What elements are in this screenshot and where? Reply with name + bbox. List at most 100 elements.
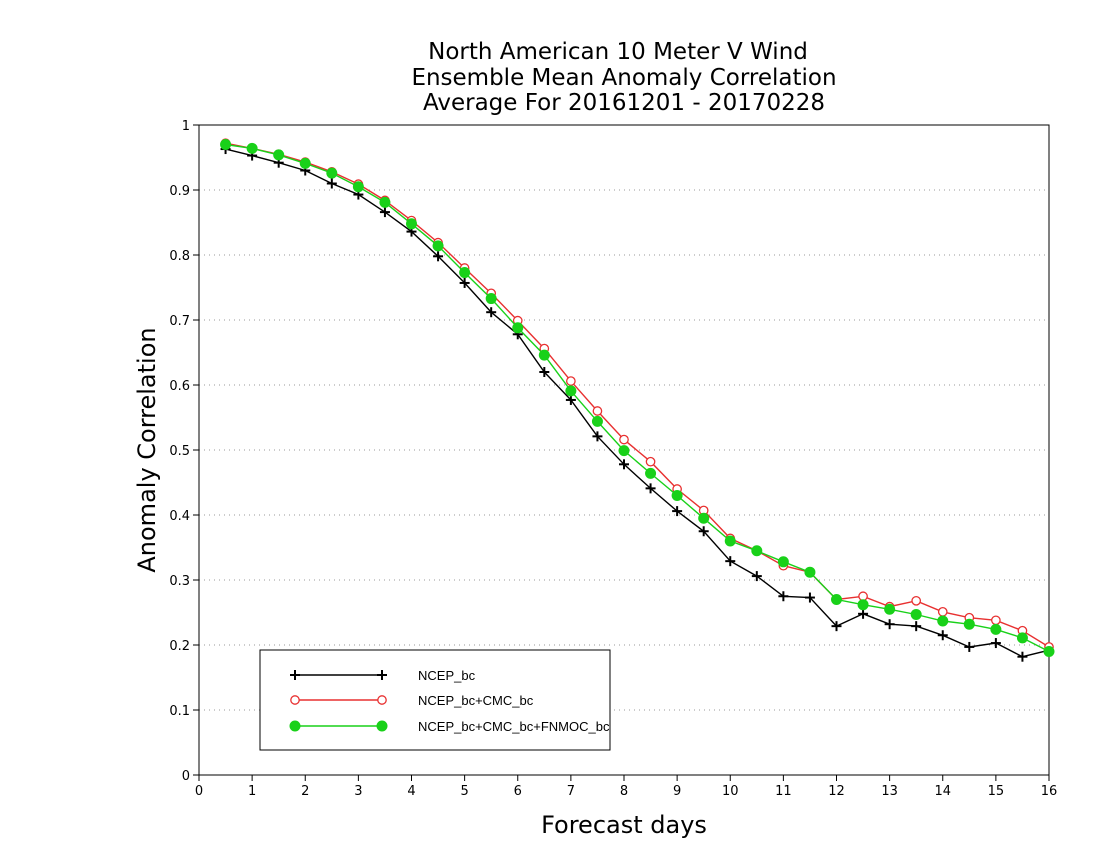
x-tick-label: 0	[195, 784, 203, 799]
data-point	[991, 615, 1001, 626]
x-tick-label: 11	[775, 784, 792, 799]
data-point	[645, 467, 657, 479]
x-tick-label: 12	[828, 784, 845, 799]
data-point	[592, 431, 603, 442]
legend-marker	[290, 695, 300, 705]
data-point	[937, 615, 949, 627]
data-point	[379, 196, 391, 208]
x-tick-label: 3	[354, 784, 362, 799]
legend-marker	[376, 720, 388, 732]
data-point	[565, 385, 577, 397]
data-point	[937, 606, 948, 617]
legend: NCEP_bc NCEP_bc+CMC_bc NCEP_bc+CMC_bc+FNMO…	[259, 649, 611, 751]
data-point	[352, 181, 364, 193]
title-line-1: North American 10 Meter V Wind	[428, 39, 808, 65]
y-tick-label: 0.4	[169, 509, 190, 524]
legend-marker	[377, 695, 387, 705]
data-point	[911, 595, 922, 606]
series-2	[220, 138, 1054, 652]
legend-label: NCEP_bc+CMC_bc+FNMOC_bc	[418, 719, 610, 734]
data-point	[326, 167, 338, 179]
x-tick-label: 13	[881, 784, 898, 799]
x-axis: 0 1 2 3 4 5 6 7 8 9 10 11 12 13 14 15 16	[195, 775, 1057, 799]
series-lines	[220, 138, 1055, 662]
y-tick-label: 1	[182, 119, 190, 134]
data-point	[459, 267, 471, 279]
data-point	[406, 218, 417, 230]
data-point	[964, 641, 975, 652]
legend-label: NCEP_bc	[418, 668, 476, 683]
data-point	[591, 415, 603, 427]
data-point	[884, 619, 895, 630]
data-point	[246, 142, 258, 154]
x-tick-label: 5	[460, 784, 468, 799]
y-tick-label: 0	[182, 769, 190, 784]
data-point	[698, 512, 710, 524]
legend-entry: NCEP_bc+CMC_bc+FNMOC_bc	[289, 719, 610, 734]
legend-marker	[289, 720, 301, 732]
legend-entry: NCEP_bc+CMC_bc	[290, 693, 534, 708]
data-point	[512, 322, 524, 334]
x-tick-label: 4	[407, 784, 415, 799]
series-3	[220, 139, 1055, 657]
data-point	[725, 556, 736, 567]
data-point	[619, 459, 629, 470]
data-point	[831, 594, 842, 605]
data-point	[858, 591, 868, 602]
data-point	[592, 406, 603, 416]
data-point	[804, 592, 815, 603]
data-point	[433, 251, 444, 262]
data-point	[619, 434, 629, 445]
y-axis: 0 0.1 0.2 0.3 0.4 0.5 0.6 0.7 0.8 0.9 1	[169, 119, 199, 784]
y-tick-label: 0.2	[169, 639, 190, 654]
data-point	[910, 608, 922, 620]
data-point	[220, 139, 232, 150]
series-1	[220, 144, 1054, 662]
y-tick-label: 0.6	[169, 379, 190, 394]
chart-title: North American 10 Meter V Wind Ensemble …	[411, 39, 836, 116]
data-point	[778, 591, 789, 602]
data-point	[672, 506, 683, 517]
y-tick-label: 0.3	[169, 574, 190, 589]
data-point	[911, 621, 922, 632]
data-point	[963, 618, 975, 630]
data-point	[751, 545, 763, 557]
data-point	[299, 157, 311, 169]
data-point	[432, 240, 444, 252]
x-tick-label: 2	[301, 784, 309, 799]
title-line-3: Average For 20161201 - 20170228	[423, 90, 825, 116]
y-tick-label: 0.5	[169, 444, 190, 459]
legend-marker	[377, 670, 387, 680]
y-tick-label: 0.7	[169, 314, 190, 329]
data-point	[857, 599, 869, 611]
data-point	[1043, 646, 1055, 657]
data-point	[459, 277, 470, 288]
x-axis-label: Forecast days	[541, 811, 707, 839]
data-point	[645, 483, 656, 494]
data-point	[724, 535, 736, 547]
legend-entry: NCEP_bc	[290, 668, 476, 683]
data-point	[326, 178, 337, 189]
data-point	[777, 556, 789, 568]
data-point	[990, 638, 1001, 649]
y-tick-label: 0.8	[169, 249, 190, 264]
data-point	[485, 293, 497, 305]
data-point	[858, 608, 869, 619]
data-point	[804, 566, 816, 578]
x-tick-label: 15	[988, 784, 1005, 799]
data-point	[486, 307, 497, 318]
data-point	[539, 367, 550, 377]
data-point	[273, 149, 285, 161]
x-tick-label: 14	[934, 784, 951, 799]
x-tick-label: 7	[567, 784, 575, 799]
data-point	[698, 526, 709, 537]
series-line	[225, 142, 1050, 648]
x-tick-label: 9	[673, 784, 681, 799]
data-point	[645, 456, 656, 467]
x-tick-label: 6	[514, 784, 522, 799]
title-line-2: Ensemble Mean Anomaly Correlation	[411, 65, 836, 91]
data-point	[990, 623, 1002, 635]
y-tick-label: 0.9	[169, 184, 190, 199]
y-tick-label: 0.1	[169, 704, 190, 719]
